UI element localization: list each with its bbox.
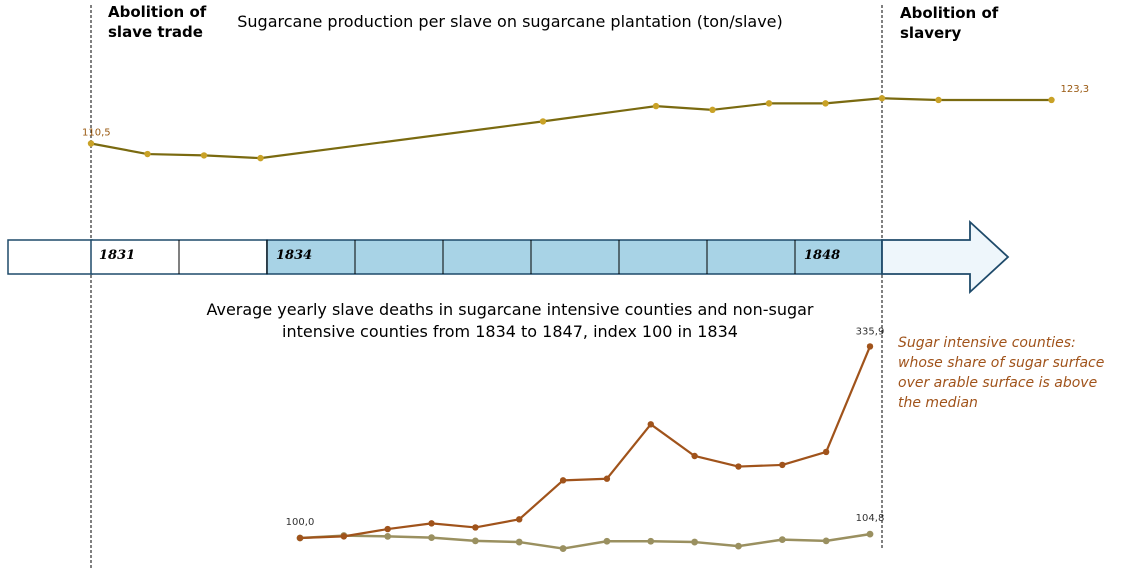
sugar-counties-note: Sugar intensive counties: whose share of… [898, 333, 1123, 413]
sugar-last-label: 335,9 [856, 326, 885, 337]
note-line: Sugar intensive counties: [898, 335, 1076, 351]
sugar-deaths-point [866, 343, 874, 350]
production-point [539, 118, 547, 125]
bottom-chart-title: Average yearly slave deaths in sugarcane… [206, 300, 814, 341]
sugar-deaths-point [296, 534, 304, 542]
sugar-deaths-point [735, 463, 742, 470]
production-point [822, 100, 829, 107]
non-sugar-deaths-point [384, 532, 392, 540]
production-point [878, 95, 886, 102]
non-sugar-deaths-line [299, 532, 871, 550]
non-sugar-deaths-point [515, 538, 523, 546]
non-sugar-deaths-point [603, 537, 611, 545]
non-sugar-deaths-point [822, 537, 830, 545]
production-point [257, 154, 264, 162]
sugar-deaths-point [516, 516, 523, 523]
production-point [1048, 96, 1055, 104]
non-sugar-deaths-point [735, 542, 742, 550]
non-sugar-deaths-point [428, 534, 435, 541]
non-sugar-deaths-point [866, 530, 874, 538]
event-label-line: Abolition of [108, 3, 207, 21]
timeline-segment [7, 239, 93, 275]
sugar-deaths-point [384, 525, 391, 533]
sugar-deaths-point [822, 448, 830, 456]
sugar-deaths-point [603, 475, 611, 482]
timeline-label-1831: 1831 [99, 248, 135, 263]
non-sugar-last-label: 104,8 [856, 513, 885, 524]
timeline-arrow: 1831 1834 1848 [7, 219, 1010, 295]
top-chart-title: Sugarcane production per slave on sugarc… [237, 12, 783, 31]
sugar-deaths-point [559, 477, 567, 484]
sugar-deaths-point [691, 452, 698, 460]
note-line: whose share of sugar surface [898, 355, 1105, 371]
event-label-slave-trade: Abolition of slave trade [108, 2, 206, 42]
sugar-deaths-point [340, 533, 348, 540]
production-point [935, 96, 942, 104]
event-label-line: Abolition of [900, 4, 999, 22]
sugar-deaths-point [428, 520, 435, 527]
production-first-label: 110,5 [82, 128, 111, 139]
production-last-label: 123,3 [1061, 84, 1090, 95]
event-label-line: slave trade [108, 23, 203, 41]
production-line [90, 97, 1052, 160]
non-sugar-first-label: 100,0 [286, 517, 315, 528]
sugar-deaths-point [779, 461, 786, 469]
production-point [652, 102, 660, 110]
non-sugar-deaths-point [647, 537, 655, 545]
non-sugar-deaths-point [471, 537, 479, 545]
series-layer: 110,5 123,3 100,0 104,8 335,9 [82, 84, 1089, 552]
timeline-arrowhead [881, 219, 1010, 295]
timeline-label-1834: 1834 [276, 248, 312, 263]
note-line: the median [898, 395, 978, 411]
production-point [144, 150, 151, 158]
production-point [765, 100, 773, 107]
event-label-line: slavery [900, 24, 962, 42]
production-point [87, 140, 95, 147]
sugar-deaths-line [299, 346, 872, 540]
event-label-slavery: Abolition of slavery [900, 3, 998, 43]
non-sugar-deaths-point [778, 536, 786, 544]
non-sugar-deaths-point [559, 545, 567, 552]
sugar-deaths-point [472, 524, 479, 531]
production-point [200, 152, 208, 159]
production-point [709, 106, 716, 114]
note-line: over arable surface is above [898, 375, 1098, 391]
non-sugar-deaths-point [691, 538, 699, 546]
sugar-deaths-point [647, 421, 654, 428]
timeline-label-1848: 1848 [804, 248, 840, 263]
timeline-segment [266, 239, 883, 275]
